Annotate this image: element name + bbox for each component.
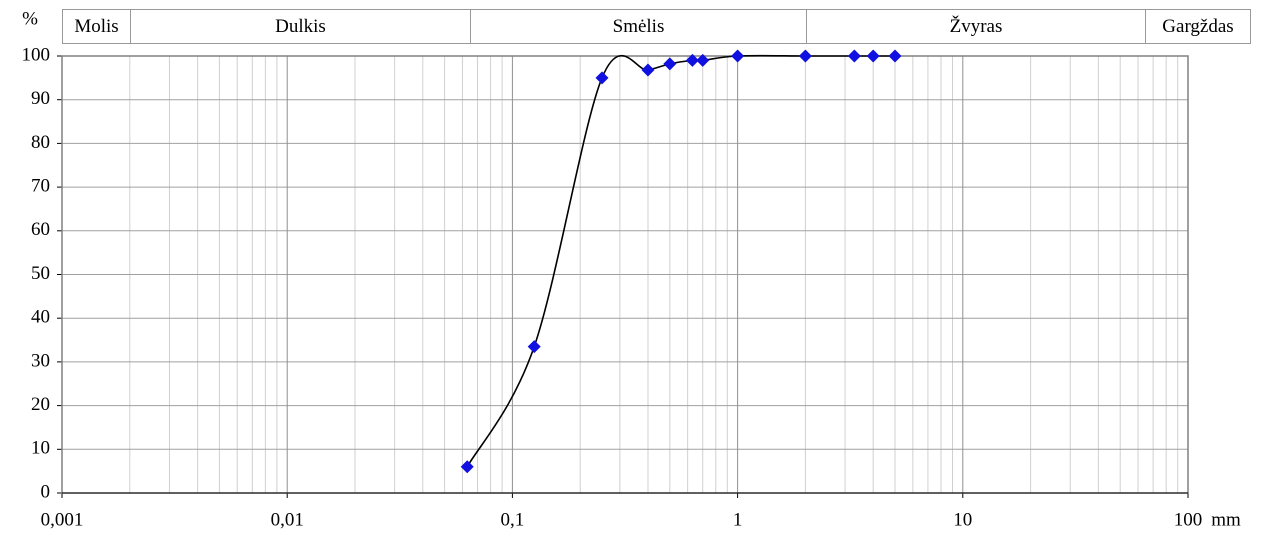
- point: [460, 460, 474, 474]
- y-tick-label: 0: [41, 481, 51, 502]
- point: [641, 63, 655, 77]
- x-tick-label: 1: [733, 509, 743, 530]
- class-cell: Žvyras: [806, 9, 1146, 44]
- y-tick-label: 90: [31, 88, 50, 109]
- point: [866, 49, 880, 63]
- point: [527, 340, 541, 354]
- x-tick-label: 0,1: [501, 509, 525, 530]
- y-tick-label: 40: [31, 307, 50, 328]
- y-tick-label: 70: [31, 175, 50, 196]
- y-tick-label: 50: [31, 263, 50, 284]
- point: [847, 49, 861, 63]
- y-tick-label: 80: [31, 132, 50, 153]
- point: [663, 57, 677, 71]
- point: [595, 71, 609, 85]
- point: [888, 49, 902, 63]
- point: [685, 53, 699, 67]
- y-tick-label: 100: [22, 44, 51, 65]
- point: [696, 53, 710, 67]
- x-tick-label: 0,001: [41, 509, 84, 530]
- class-cell: Molis: [62, 9, 131, 44]
- x-tick-label: 10: [953, 509, 972, 530]
- class-cell: Gargždas: [1145, 9, 1251, 44]
- class-cell: Dulkis: [130, 9, 471, 44]
- y-tick-label: 20: [31, 394, 50, 415]
- x-axis-label: mm: [1211, 509, 1241, 530]
- x-tick-label: 0,01: [271, 509, 304, 530]
- class-cell: Smėlis: [470, 9, 807, 44]
- y-tick-label: 30: [31, 350, 50, 371]
- y-tick-label: 10: [31, 438, 50, 459]
- y-axis-label: %: [22, 8, 38, 29]
- point: [731, 49, 745, 63]
- x-tick-label: 100: [1174, 509, 1203, 530]
- point: [798, 49, 812, 63]
- y-tick-label: 60: [31, 219, 50, 240]
